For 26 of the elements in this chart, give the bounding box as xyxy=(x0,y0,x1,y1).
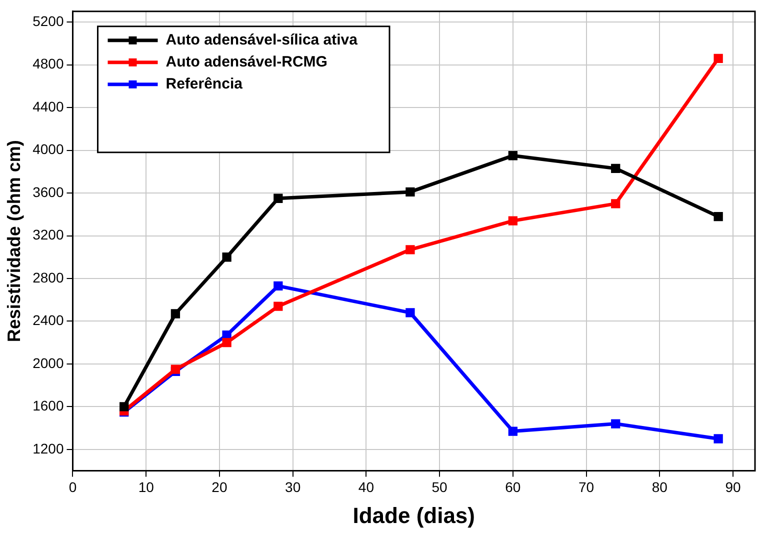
x-tick-label: 80 xyxy=(652,479,668,496)
y-tick-label: 4800 xyxy=(32,56,64,72)
x-axis-title: Idade (dias) xyxy=(352,502,475,528)
x-tick-label: 90 xyxy=(725,479,741,496)
x-tick-label: 0 xyxy=(68,479,77,496)
y-axis-title: Resistividade (ohm cm) xyxy=(4,140,24,342)
y-tick-label: 5200 xyxy=(32,12,64,29)
y-tick-label: 4000 xyxy=(32,141,64,158)
x-tick-label: 10 xyxy=(138,479,154,496)
x-tick-label: 60 xyxy=(505,479,521,496)
y-tick-label: 3200 xyxy=(32,226,64,243)
x-tick-label: 20 xyxy=(212,479,228,496)
x-tick-label: 30 xyxy=(285,479,301,496)
y-tick-label: 3600 xyxy=(32,184,64,200)
y-tick-label: 2800 xyxy=(32,269,64,286)
y-tick-label: 1200 xyxy=(32,440,64,456)
legend-label: Referência xyxy=(166,76,244,93)
y-tick-label: 2000 xyxy=(32,354,64,371)
y-tick-label: 4400 xyxy=(32,98,64,114)
y-tick-label: 1600 xyxy=(32,398,64,414)
legend-label: Auto adensável-RCMG xyxy=(166,54,328,71)
x-tick-label: 70 xyxy=(578,479,594,496)
y-tick-label: 2400 xyxy=(32,312,64,328)
x-tick-label: 40 xyxy=(358,479,374,496)
x-tick-label: 50 xyxy=(432,479,448,496)
legend-label: Auto adensável-sílica ativa xyxy=(166,32,358,49)
